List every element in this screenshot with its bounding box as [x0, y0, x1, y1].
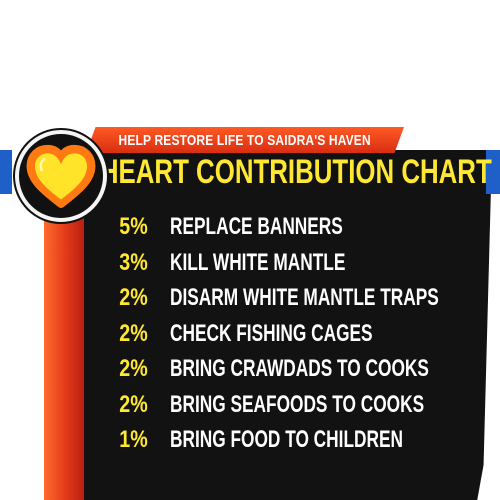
title-bar: HEART CONTRIBUTION CHART [100, 150, 492, 194]
contribution-task: BRING FOOD TO CHILDREN [170, 426, 403, 453]
contribution-task: CHECK FISHING CAGES [170, 319, 373, 347]
contribution-percent: 5% [119, 213, 148, 240]
side-accent-bar [44, 180, 84, 500]
contribution-task: BRING SEAFOODS TO COOKS [170, 390, 425, 418]
contribution-task: DISARM WHITE MANTLE TRAPS [170, 284, 439, 311]
contribution-task: BRING CRAWDADS TO COOKS [170, 355, 429, 382]
contribution-percent: 2% [119, 319, 148, 347]
contribution-task: REPLACE BANNERS [170, 213, 343, 240]
page-title: HEART CONTRIBUTION CHART [100, 152, 492, 191]
chart-panel [70, 150, 492, 500]
contribution-row: 5% REPLACE BANNERS [110, 210, 470, 244]
contribution-row: 2% BRING SEAFOODS TO COOKS [110, 388, 470, 422]
contribution-percent: 3% [119, 248, 148, 276]
contribution-percent: 2% [119, 355, 148, 382]
heart-icon [26, 144, 96, 208]
contribution-row: 1% BRING FOOD TO CHILDREN [110, 423, 470, 457]
contribution-row: 2% DISARM WHITE MANTLE TRAPS [110, 281, 470, 315]
contribution-row: 3% KILL WHITE MANTLE [110, 246, 470, 280]
contribution-percent: 2% [119, 284, 148, 311]
header-right-stripe [486, 150, 500, 194]
subtitle-banner: HELP RESTORE LIFE TO SAIDRA'S HAVEN [86, 127, 404, 153]
subtitle: HELP RESTORE LIFE TO SAIDRA'S HAVEN [118, 131, 372, 149]
header-left-stripe [0, 150, 12, 194]
contribution-percent: 2% [119, 390, 148, 418]
contribution-row: 2% CHECK FISHING CAGES [110, 317, 470, 351]
contribution-task: KILL WHITE MANTLE [170, 248, 346, 276]
heart-badge [15, 130, 107, 222]
contribution-row: 2% BRING CRAWDADS TO COOKS [110, 352, 470, 386]
contribution-percent: 1% [119, 426, 148, 453]
